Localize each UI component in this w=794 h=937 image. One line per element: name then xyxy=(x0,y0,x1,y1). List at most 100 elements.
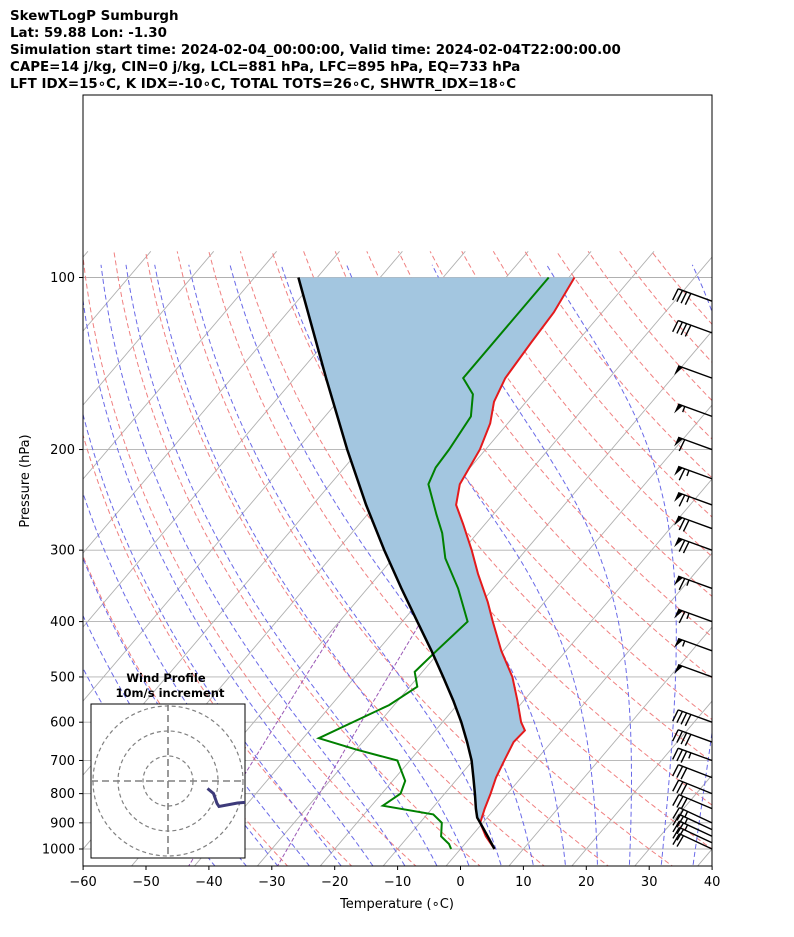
wind-barb xyxy=(674,365,713,379)
wind-barb-pennant xyxy=(674,609,683,619)
wind-barb-flag xyxy=(672,709,679,722)
y-tick-label: 600 xyxy=(50,716,75,731)
moist-adiabat-line xyxy=(83,412,342,866)
wind-barb-flag xyxy=(676,829,685,841)
wind-barb-staff xyxy=(677,288,713,302)
wind-barb-staff xyxy=(678,764,713,779)
wind-barb-flag xyxy=(672,729,679,742)
parcel-path-line xyxy=(297,277,496,850)
wind-barb xyxy=(672,747,713,763)
wind-barb-flag xyxy=(672,820,680,833)
wind-barb xyxy=(672,764,713,780)
wind-barb-flag xyxy=(682,519,690,532)
x-axis-ticks: −60 −50 −40 −30 −20 −10 0 10 20 30 40 xyxy=(69,866,720,890)
wind-barb-pennant xyxy=(674,492,683,502)
wind-barb xyxy=(674,663,713,678)
dry-adiabat-line xyxy=(83,252,417,866)
wind-barb-staff xyxy=(679,813,713,831)
x-tick-label: −40 xyxy=(195,875,222,890)
wind-barb-pennant xyxy=(674,516,683,526)
wind-barb xyxy=(672,319,713,337)
dry-adiabat-line xyxy=(239,251,712,850)
x-axis-label: Temperature (∘C) xyxy=(339,897,454,912)
wind-barb-pennant xyxy=(674,466,683,476)
wind-barb xyxy=(672,709,713,727)
moist-adiabat-line xyxy=(125,264,438,866)
title-indices-line: LFT IDX=15∘C, K IDX=-10∘C, TOTAL TOTS=26… xyxy=(10,77,517,92)
dry-adiabat-line xyxy=(176,251,610,866)
wind-barb-staff xyxy=(677,747,713,762)
temperature-line xyxy=(455,276,576,850)
wind-barb-half-flag xyxy=(686,579,690,586)
wind-barb xyxy=(672,813,713,831)
wind-barb-flag xyxy=(672,320,679,333)
wind-barb-pennant xyxy=(674,664,683,674)
isotherm-line xyxy=(0,251,25,872)
wind-barb-flag xyxy=(680,712,688,725)
wind-barb-flag xyxy=(684,714,692,727)
wind-barb-flag xyxy=(672,814,680,826)
wind-barb-staff xyxy=(679,807,713,824)
wind-barb-flag xyxy=(676,321,684,334)
cape-area xyxy=(298,277,575,849)
y-tick-label: 800 xyxy=(50,787,75,802)
x-tick-label: 20 xyxy=(578,875,595,890)
wind-barb-flag xyxy=(684,734,692,746)
dewpoint-line xyxy=(316,276,550,850)
wind-barb-flag xyxy=(676,822,685,835)
y-tick-label: 300 xyxy=(50,544,75,559)
isotherm-line xyxy=(755,251,794,872)
wind-barb-staff xyxy=(677,365,713,379)
wind-barb-flag xyxy=(672,288,679,301)
mixing-ratio-line xyxy=(277,621,422,866)
hodograph-trace xyxy=(206,787,245,809)
wind-barb-flag xyxy=(676,815,685,828)
y-tick-label: 500 xyxy=(50,670,75,685)
moist-adiabat-line xyxy=(83,556,279,866)
wind-barb-staff xyxy=(677,709,713,723)
moist-adiabat-line xyxy=(83,491,311,866)
x-tick-label: −60 xyxy=(69,875,96,890)
isotherm-line xyxy=(83,251,340,554)
wind-barb-half-flag xyxy=(686,612,690,620)
x-tick-label: 0 xyxy=(456,875,464,890)
isotherm-line xyxy=(83,251,89,258)
title-times: Simulation start time: 2024-02-04_00:00:… xyxy=(10,43,621,58)
sounding-profiles xyxy=(297,276,576,850)
hodograph-subtitle: 10m/s increment xyxy=(116,686,225,700)
y-axis-ticks: 1000 900 800 700 600 500 400 300 200 100 xyxy=(42,271,83,858)
y-tick-label: 700 xyxy=(50,754,75,769)
wind-barb-flag xyxy=(676,835,685,847)
wind-barb-flag xyxy=(678,578,686,591)
x-tick-label: 40 xyxy=(704,875,721,890)
wind-barb xyxy=(674,465,713,481)
dry-adiabat-line xyxy=(397,251,712,638)
x-tick-label: 10 xyxy=(515,875,532,890)
wind-barb-flag xyxy=(680,291,688,304)
wind-barb-pennant xyxy=(674,576,683,586)
wind-barb xyxy=(674,491,713,507)
y-tick-label: 200 xyxy=(50,443,75,458)
wind-barb-staff xyxy=(677,729,713,743)
wind-barb-flag xyxy=(672,827,680,839)
wind-barb-staff xyxy=(677,491,713,506)
wind-barb-flag xyxy=(680,767,688,780)
wind-barb-flag xyxy=(684,324,692,337)
dry-adiabat-line xyxy=(113,251,481,866)
wind-barb-staff xyxy=(677,403,713,418)
wind-barb-half-flag xyxy=(684,811,689,818)
moist-adiabat-line xyxy=(346,264,598,866)
title-station: SkewTLogP Sumburgh xyxy=(10,9,179,24)
moist-adiabat-line xyxy=(100,264,406,866)
wind-barb-flag xyxy=(680,750,688,763)
y-tick-label: 1000 xyxy=(42,843,75,858)
wind-barb-flag xyxy=(678,494,686,507)
moist-adiabat-line xyxy=(188,264,502,866)
wind-barb-flag xyxy=(678,518,686,531)
wind-barb xyxy=(674,637,713,652)
wind-barb-flag xyxy=(672,779,680,792)
moist-adiabat-line xyxy=(431,264,632,866)
title-location: Lat: 59.88 Lon: -1.30 xyxy=(10,26,167,41)
wind-barb-flag xyxy=(680,732,688,745)
